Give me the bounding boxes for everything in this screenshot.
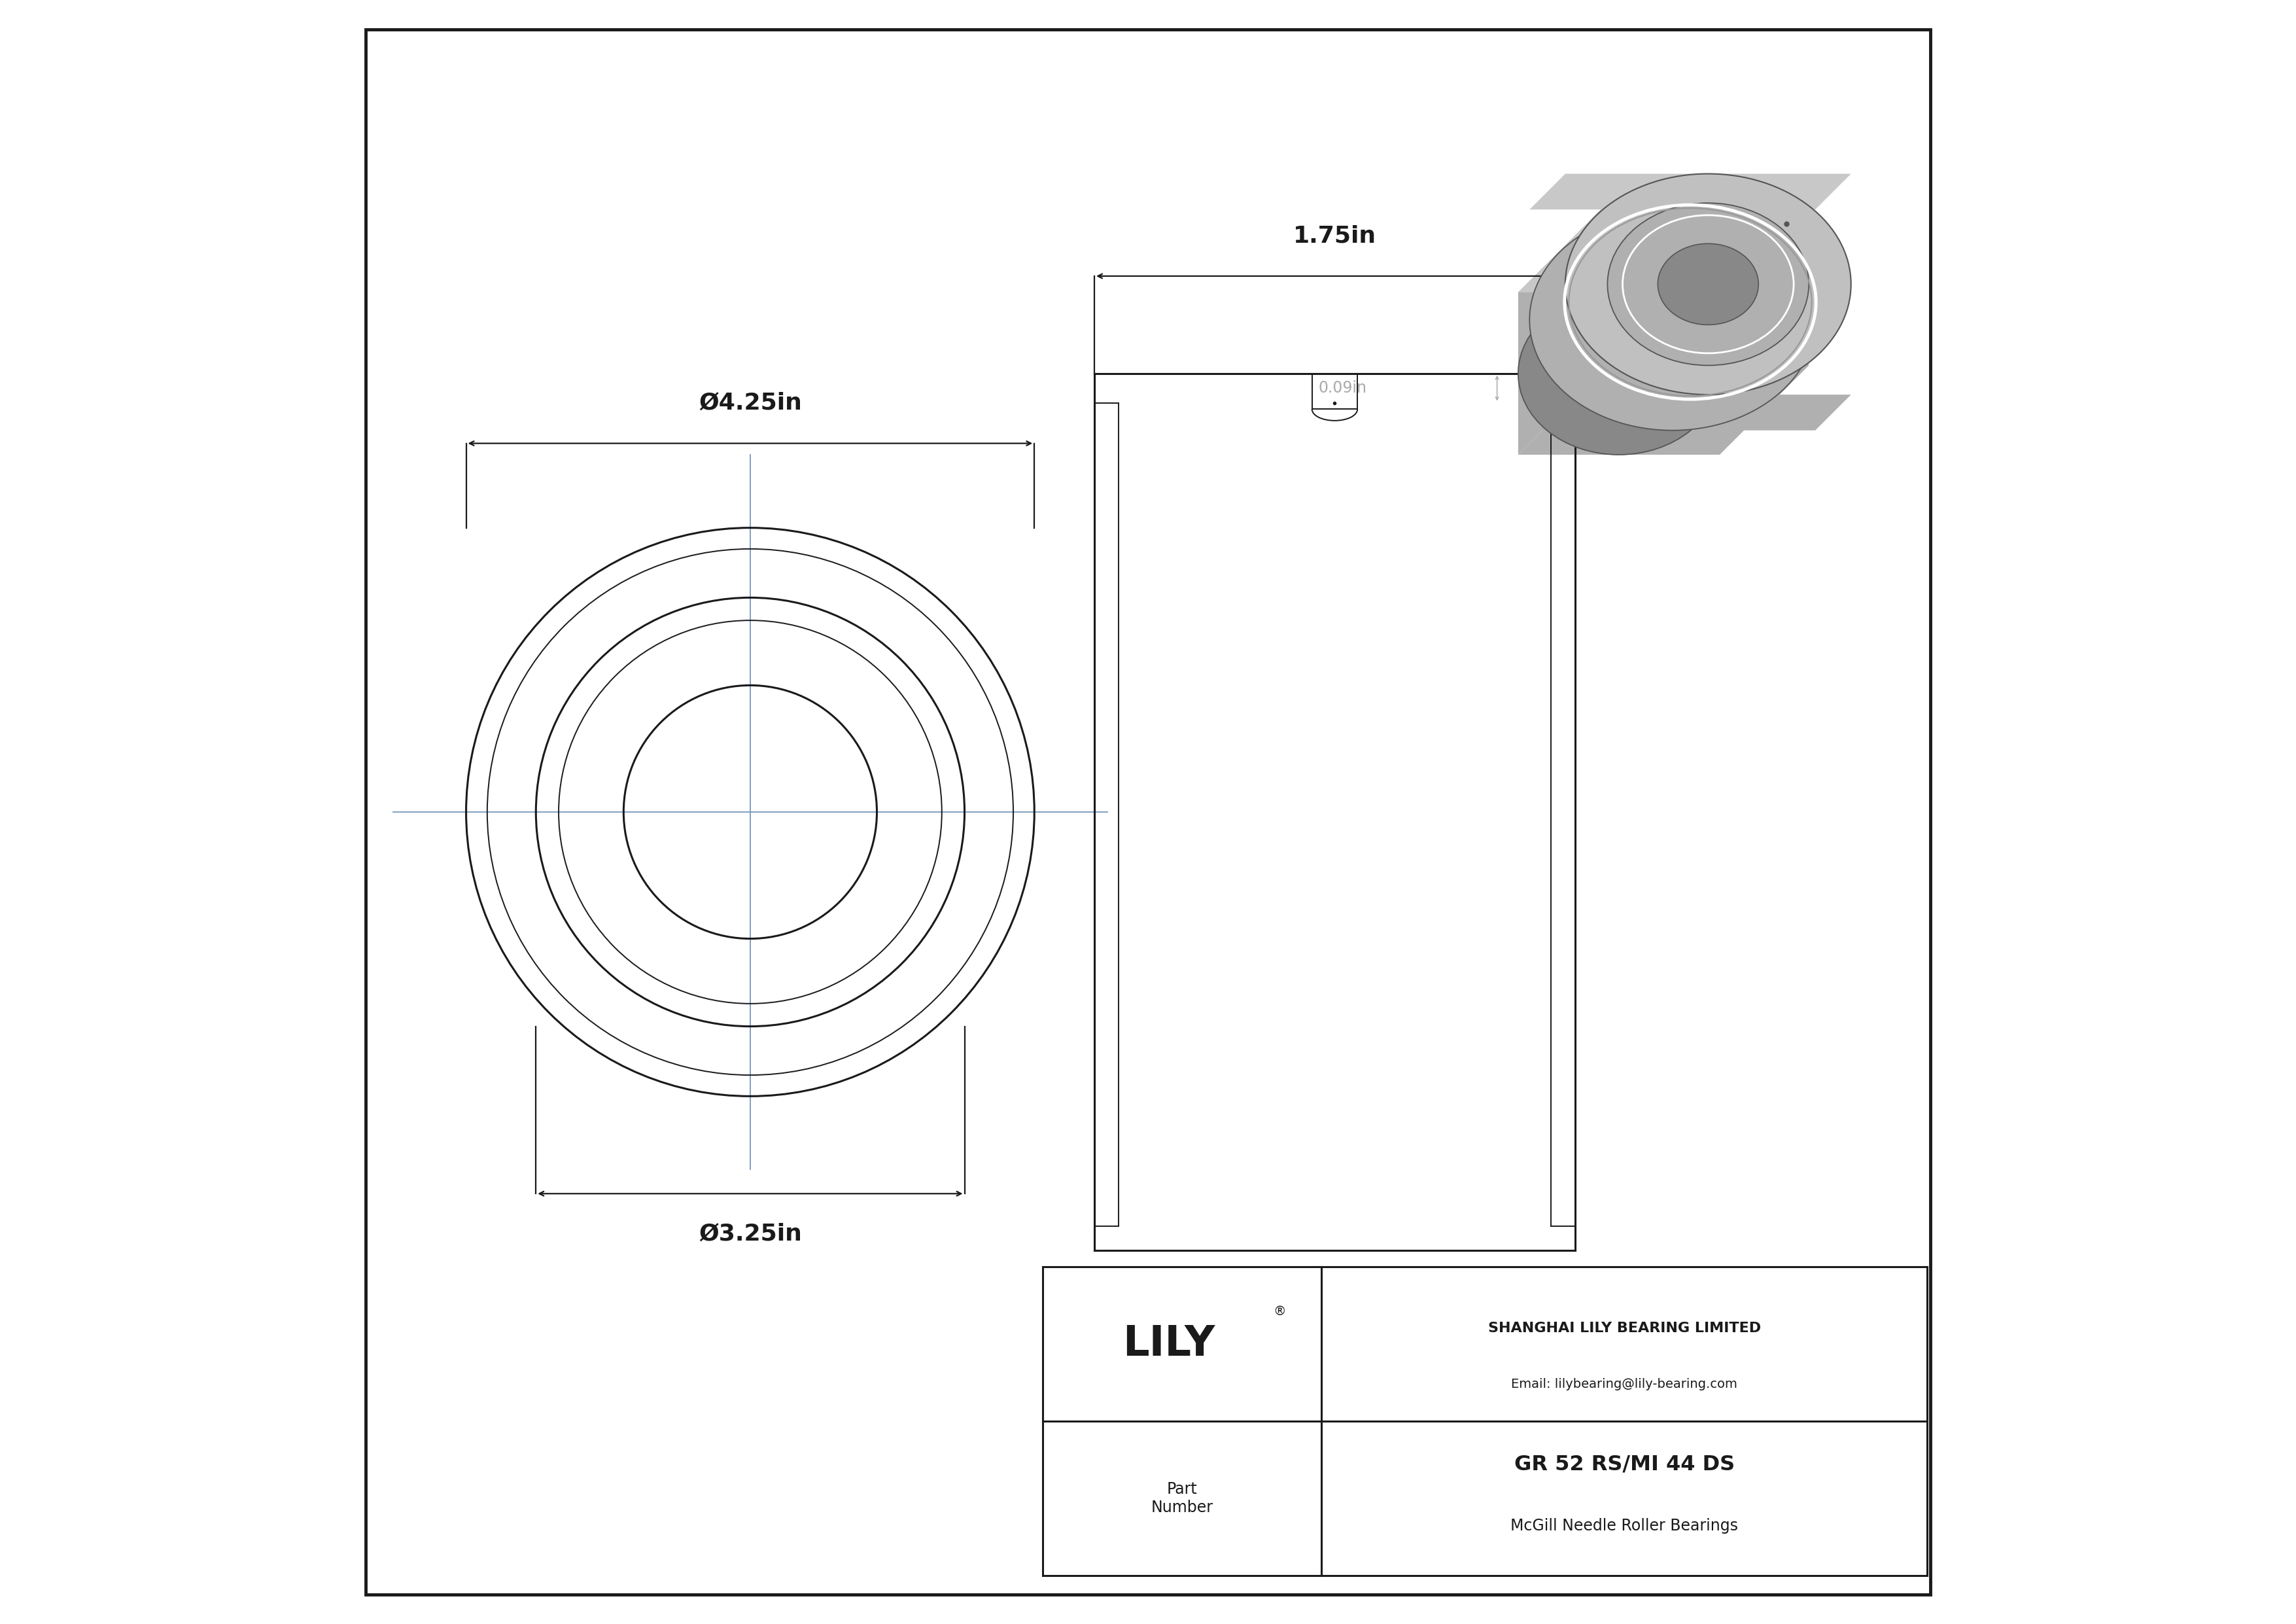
Text: Ø3.25in: Ø3.25in: [698, 1223, 801, 1246]
Text: Email: lilybearing@lily-bearing.com: Email: lilybearing@lily-bearing.com: [1511, 1377, 1738, 1390]
Ellipse shape: [1658, 244, 1759, 325]
Text: SHANGHAI LILY BEARING LIMITED: SHANGHAI LILY BEARING LIMITED: [1488, 1322, 1761, 1335]
Ellipse shape: [1518, 292, 1720, 455]
Polygon shape: [1518, 203, 1809, 292]
Polygon shape: [1529, 174, 1851, 209]
Text: McGill Needle Roller Bearings: McGill Needle Roller Bearings: [1511, 1518, 1738, 1533]
Ellipse shape: [1607, 203, 1809, 365]
Ellipse shape: [1566, 174, 1851, 395]
Text: GR 52 RS/MI 44 DS: GR 52 RS/MI 44 DS: [1513, 1453, 1733, 1475]
Polygon shape: [1518, 365, 1809, 455]
Text: ®: ®: [1272, 1306, 1286, 1317]
Text: Part
Number: Part Number: [1150, 1481, 1212, 1515]
Polygon shape: [1529, 395, 1851, 430]
Text: LILY: LILY: [1123, 1324, 1215, 1364]
Text: 0.09in: 0.09in: [1318, 380, 1366, 396]
Polygon shape: [1720, 203, 1809, 455]
Text: 1.75in: 1.75in: [1293, 224, 1375, 247]
Ellipse shape: [1529, 209, 1816, 430]
Text: Ø4.25in: Ø4.25in: [698, 391, 801, 414]
Bar: [1042, 1267, 1926, 1575]
Polygon shape: [1518, 203, 1607, 455]
